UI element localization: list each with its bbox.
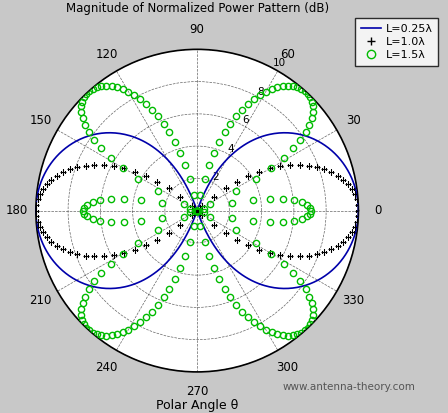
- Title: Magnitude of Normalized Power Pattern (dB): Magnitude of Normalized Power Pattern (d…: [65, 2, 329, 15]
- Text: Polar Angle θ: Polar Angle θ: [156, 399, 238, 412]
- Legend: L=0.25λ, L=1.0λ, L=1.5λ: L=0.25λ, L=1.0λ, L=1.5λ: [355, 18, 438, 66]
- Text: www.antenna-theory.com: www.antenna-theory.com: [283, 382, 416, 392]
